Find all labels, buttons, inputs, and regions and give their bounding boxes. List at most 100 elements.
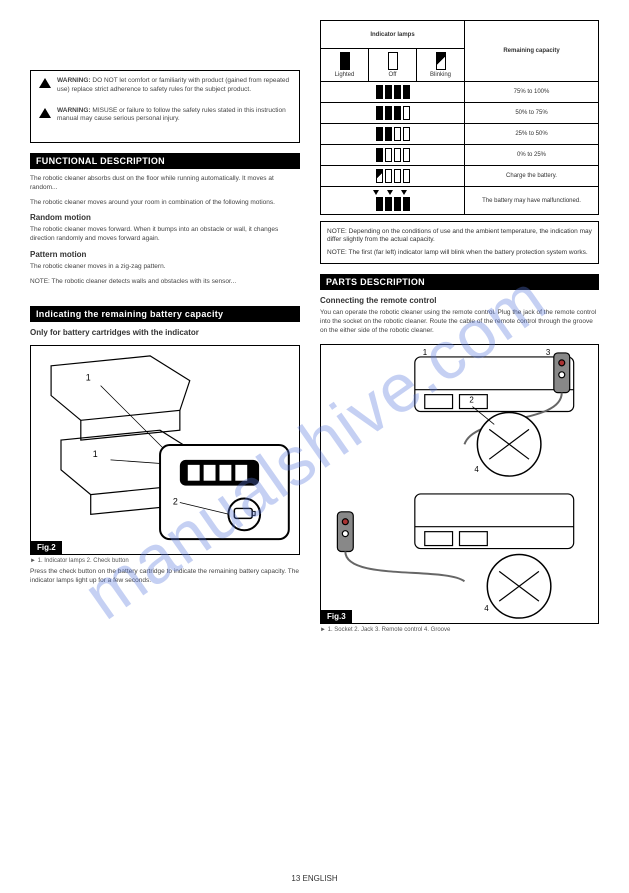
remote-heading: Connecting the remote control bbox=[320, 296, 599, 305]
indicator-cell bbox=[321, 145, 465, 166]
remote-text: You can operate the robotic cleaner usin… bbox=[320, 309, 599, 335]
pattern-motion-text: The robotic cleaner moves in a zig-zag p… bbox=[30, 263, 300, 272]
capacity-cell: 50% to 75% bbox=[465, 103, 599, 124]
functional-description-heading: FUNCTIONAL DESCRIPTION bbox=[30, 153, 300, 169]
indicator-segment bbox=[394, 169, 401, 183]
warning-2-body: MISUSE or failure to follow the safety r… bbox=[57, 107, 286, 123]
capacity-cell: 75% to 100% bbox=[465, 82, 599, 103]
indicator-segment bbox=[376, 106, 383, 120]
indicator-cell bbox=[321, 124, 465, 145]
pattern-motion-heading: Pattern motion bbox=[30, 250, 300, 259]
indicator-cell bbox=[321, 187, 465, 215]
table-row: Charge the battery. bbox=[321, 166, 599, 187]
svg-text:3: 3 bbox=[546, 348, 551, 357]
figure-2-label: Fig.2 bbox=[31, 541, 62, 554]
indicator-cell bbox=[321, 166, 465, 187]
indicator-segment bbox=[394, 106, 401, 120]
arrow-down-icon bbox=[401, 190, 407, 195]
table-row: 75% to 100% bbox=[321, 82, 599, 103]
legend-blinking: Blinking bbox=[417, 49, 465, 82]
figure-3: 1 3 2 4 4 bbox=[320, 344, 599, 624]
warning-2-label: WARNING: bbox=[57, 107, 91, 114]
warning-icon bbox=[39, 78, 51, 88]
figure-2: 1 1 2 Fig.2 bbox=[30, 345, 300, 555]
legend-off-label: Off bbox=[389, 72, 397, 78]
left-column: WARNING: DO NOT let comfort or familiari… bbox=[30, 20, 300, 633]
warning-1: WARNING: DO NOT let comfort or familiari… bbox=[39, 77, 291, 101]
figure-2-svg: 1 1 2 bbox=[31, 346, 299, 554]
svg-text:2: 2 bbox=[469, 395, 474, 404]
warning-1-text: WARNING: DO NOT let comfort or familiari… bbox=[57, 77, 291, 95]
legend-on-icon bbox=[340, 52, 350, 70]
table-row: 25% to 50% bbox=[321, 124, 599, 145]
figure-3-label: Fig.3 bbox=[321, 610, 352, 623]
random-motion-text: The robotic cleaner moves forward. When … bbox=[30, 226, 300, 244]
capacity-cell: 0% to 25% bbox=[465, 145, 599, 166]
figure-3-caption: ► 1. Socket 2. Jack 3. Remote control 4.… bbox=[320, 627, 599, 633]
svg-text:1: 1 bbox=[93, 449, 98, 459]
indicator-segment bbox=[403, 148, 410, 162]
indicator-cell bbox=[321, 82, 465, 103]
note-1: NOTE: Depending on the conditions of use… bbox=[327, 228, 592, 245]
press-text: Press the check button on the battery ca… bbox=[30, 568, 300, 586]
indicator-segment bbox=[394, 197, 401, 211]
svg-text:2: 2 bbox=[173, 497, 178, 507]
indicator-segment bbox=[385, 197, 392, 211]
note-text: NOTE: The robotic cleaner detects walls … bbox=[30, 278, 300, 287]
indicator-segment bbox=[403, 197, 410, 211]
indicator-segment bbox=[385, 148, 392, 162]
indicator-cell bbox=[321, 103, 465, 124]
warning-box: WARNING: DO NOT let comfort or familiari… bbox=[30, 70, 300, 143]
indicator-segment bbox=[403, 127, 410, 141]
figure-3-svg: 1 3 2 4 4 bbox=[321, 345, 598, 623]
table-header-capacity: Remaining capacity bbox=[465, 21, 599, 82]
page-number: 13 ENGLISH bbox=[291, 874, 337, 883]
capacity-cell: 25% to 50% bbox=[465, 124, 599, 145]
svg-text:1: 1 bbox=[423, 348, 428, 357]
indicator-segment bbox=[403, 85, 410, 99]
capacity-cell: The battery may have malfunctioned. bbox=[465, 187, 599, 215]
indicator-segment bbox=[403, 169, 410, 183]
arrow-down-icon bbox=[373, 190, 379, 195]
indicator-segment bbox=[376, 85, 383, 99]
indicator-segment bbox=[376, 169, 383, 183]
indicator-segment bbox=[394, 148, 401, 162]
legend-off-icon bbox=[388, 52, 398, 70]
battery-sub: Only for battery cartridges with the ind… bbox=[30, 328, 300, 337]
arrow-down-icon bbox=[387, 190, 393, 195]
warning-2-text: WARNING: MISUSE or failure to follow the… bbox=[57, 107, 291, 125]
legend-blink-icon bbox=[436, 52, 446, 70]
battery-indicator-heading: Indicating the remaining battery capacit… bbox=[30, 306, 300, 322]
table-header-row: Indicator lamps Remaining capacity bbox=[321, 21, 599, 49]
indicator-segment bbox=[385, 106, 392, 120]
table-row: 50% to 75% bbox=[321, 103, 599, 124]
battery-table: Indicator lamps Remaining capacity Light… bbox=[320, 20, 599, 215]
capacity-cell: Charge the battery. bbox=[465, 166, 599, 187]
figure-2-caption: ► 1. Indicator lamps 2. Check button bbox=[30, 558, 300, 564]
indicator-segment bbox=[394, 127, 401, 141]
note-2: NOTE: The first (far left) indicator lam… bbox=[327, 249, 592, 257]
table-header-indicator: Indicator lamps bbox=[321, 21, 465, 49]
desc-text-1: The robotic cleaner absorbs dust on the … bbox=[30, 175, 300, 193]
desc-text-2: The robotic cleaner moves around your ro… bbox=[30, 199, 300, 208]
indicator-segment bbox=[385, 169, 392, 183]
indicator-segment bbox=[385, 85, 392, 99]
warning-1-body: DO NOT let comfort or familiarity with p… bbox=[57, 77, 289, 93]
svg-text:4: 4 bbox=[484, 604, 489, 613]
page-content: WARNING: DO NOT let comfort or familiari… bbox=[0, 0, 629, 653]
random-motion-heading: Random motion bbox=[30, 213, 300, 222]
legend-off: Off bbox=[369, 49, 417, 82]
indicator-segment bbox=[394, 85, 401, 99]
indicator-segment bbox=[376, 148, 383, 162]
table-row: The battery may have malfunctioned. bbox=[321, 187, 599, 215]
indicator-segment bbox=[403, 106, 410, 120]
legend-lighted-label: Lighted bbox=[335, 72, 355, 78]
right-column: Indicator lamps Remaining capacity Light… bbox=[320, 20, 599, 633]
warning-icon bbox=[39, 108, 51, 118]
parts-heading: PARTS DESCRIPTION bbox=[320, 274, 599, 290]
svg-text:1: 1 bbox=[86, 373, 91, 383]
svg-text:4: 4 bbox=[474, 465, 479, 474]
legend-lighted: Lighted bbox=[321, 49, 369, 82]
table-row: 0% to 25% bbox=[321, 145, 599, 166]
legend-blinking-label: Blinking bbox=[430, 72, 451, 78]
